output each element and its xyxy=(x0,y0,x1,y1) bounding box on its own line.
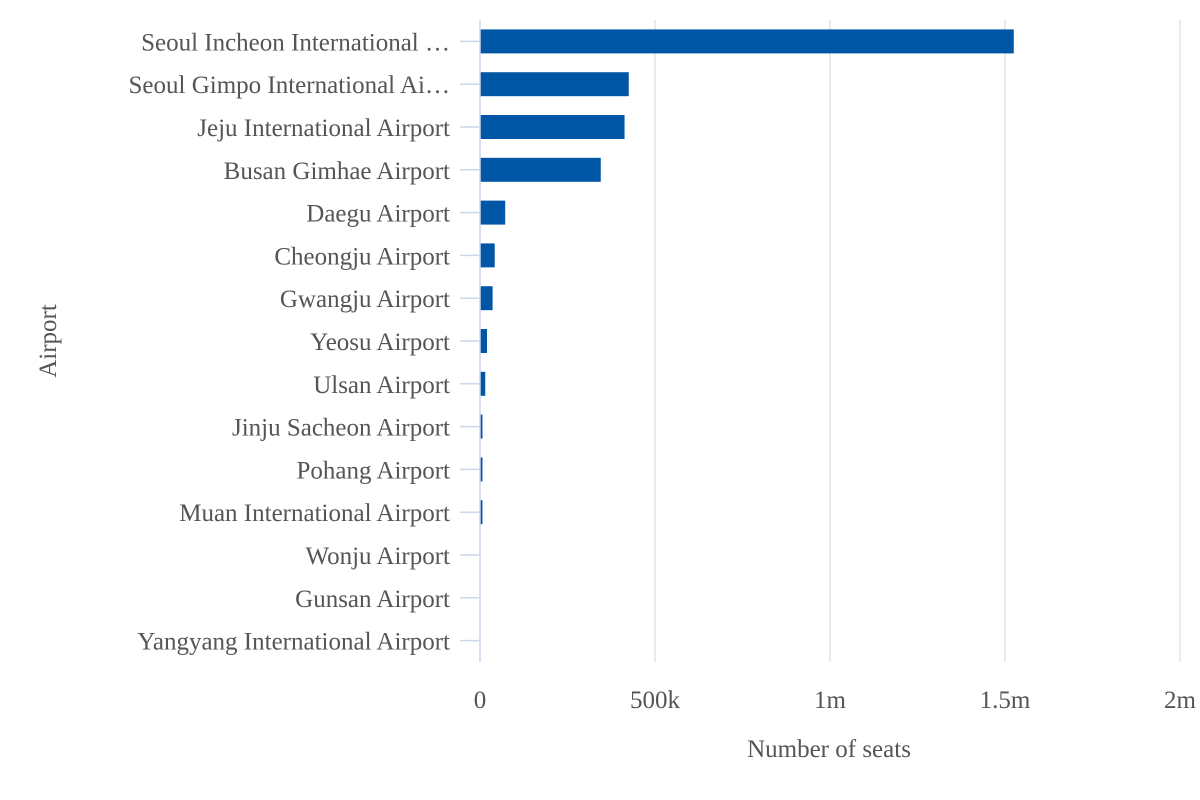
y-category-label-0: Seoul Incheon International … xyxy=(141,29,450,56)
bar-5[interactable] xyxy=(480,243,495,268)
x-tick-label-2: 1m xyxy=(814,687,847,714)
y-category-label-14: Yangyang International Airport xyxy=(137,629,450,656)
y-category-label-6: Gwangju Airport xyxy=(280,286,450,313)
bar-2[interactable] xyxy=(480,115,625,139)
y-category-label-2: Jeju International Airport xyxy=(197,115,450,142)
bar-9[interactable] xyxy=(480,414,483,439)
y-category-label-8: Ulsan Airport xyxy=(313,372,450,399)
x-tick-label-3: 1.5m xyxy=(980,687,1031,714)
bar-layer xyxy=(480,29,1014,525)
y-category-label-4: Daegu Airport xyxy=(306,201,450,228)
x-tick-label-4: 2m xyxy=(1164,687,1197,714)
label-layer: 0 500k 1m 1.5m 2m Seoul Incheon International… xyxy=(129,29,1197,714)
y-category-label-10: Pohang Airport xyxy=(297,457,451,484)
bar-6[interactable] xyxy=(480,286,493,311)
y-category-label-3: Busan Gimhae Airport xyxy=(224,158,450,185)
y-category-label-13: Gunsan Airport xyxy=(295,586,450,613)
x-tick-label-1: 500k xyxy=(630,687,681,714)
bar-1[interactable] xyxy=(480,72,629,97)
y-category-label-12: Wonju Airport xyxy=(305,543,450,570)
bar-11[interactable] xyxy=(480,500,483,525)
y-axis-title: Airport xyxy=(35,304,62,378)
x-axis-title: Number of seats xyxy=(747,736,911,763)
y-category-label-9: Jinju Sacheon Airport xyxy=(232,415,450,442)
y-category-label-1: Seoul Gimpo International Ai… xyxy=(129,72,450,99)
y-category-label-5: Cheongju Airport xyxy=(274,243,450,270)
y-category-label-11: Muan International Airport xyxy=(179,500,450,527)
bar-7[interactable] xyxy=(480,329,487,353)
grid-layer xyxy=(654,20,1181,662)
y-category-label-7: Yeosu Airport xyxy=(310,329,450,356)
bar-0[interactable] xyxy=(480,29,1014,54)
axis-layer xyxy=(460,20,481,662)
bar-10[interactable] xyxy=(480,457,483,482)
bar-8[interactable] xyxy=(480,371,486,396)
bar-4[interactable] xyxy=(480,200,506,225)
bar-3[interactable] xyxy=(480,157,601,182)
x-tick-label-0: 0 xyxy=(474,687,487,714)
